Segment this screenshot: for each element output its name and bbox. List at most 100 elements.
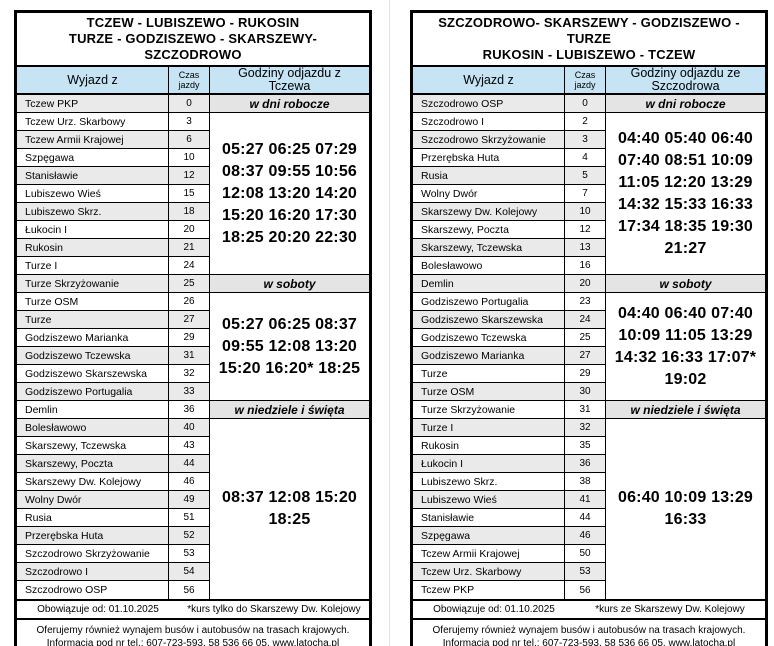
time-line: 04:40 06:40 07:40 <box>617 304 754 322</box>
column-headers: Wyjazd z Czas jazdy Godziny odjazdu ze S… <box>413 67 765 95</box>
stop-row: Turze I 32 <box>413 419 605 437</box>
stop-travel-minutes: 3 <box>186 116 192 127</box>
stop-name: Godziszewo Portugalia <box>413 293 565 310</box>
stop-travel-minutes: 40 <box>183 422 195 433</box>
stop-travel-minutes: 23 <box>579 296 591 307</box>
header-czas-line1: Czas <box>178 70 200 80</box>
stop-travel-minutes: 53 <box>579 566 591 577</box>
stop-travel-minutes: 24 <box>579 314 591 325</box>
stop-name: Bolesławowo <box>413 257 565 274</box>
stop-travel-minutes: 27 <box>579 350 591 361</box>
stop-row: Skarszewy Dw. Kolejowy 10 <box>413 203 605 221</box>
stop-travel-minutes: 13 <box>579 242 591 253</box>
stop-name: Tczew Armii Krajowej <box>17 131 169 148</box>
stop-travel-minutes: 31 <box>183 350 195 361</box>
stop-name: Szpęgawa <box>413 527 565 544</box>
stop-name: Przerębska Huta <box>17 527 169 544</box>
stop-travel-minutes: 20 <box>579 278 591 289</box>
time-line: 19:02 <box>664 370 707 388</box>
stop-travel-minutes: 43 <box>183 440 195 451</box>
time-line: 08:37 09:55 10:56 <box>221 162 358 180</box>
stop-travel-minutes: 53 <box>183 548 195 559</box>
stop-travel-minutes: 0 <box>582 98 588 109</box>
promo-line2: Informacja pod nr tel.: 607-723-593, 58 … <box>442 638 736 646</box>
stop-travel-minutes: 46 <box>579 530 591 541</box>
time-line: 04:40 05:40 06:40 <box>617 129 754 147</box>
stop-travel-minutes: 44 <box>183 458 195 469</box>
time-line: 14:32 16:33 17:07* <box>614 348 757 366</box>
stop-row: Przerębska Huta 4 <box>413 149 605 167</box>
time-line: 11:05 12:20 13:29 <box>618 173 753 191</box>
stop-name: Turze <box>17 311 169 328</box>
time-line: 05:27 06:25 08:37 <box>221 315 358 333</box>
stop-travel-minutes: 26 <box>183 296 195 307</box>
stop-name: Tczew PKP <box>17 95 169 112</box>
stop-travel-minutes: 6 <box>186 134 192 145</box>
stop-row: Godziszewo Marianka 29 <box>17 329 209 347</box>
stop-travel-minutes: 38 <box>579 476 591 487</box>
stop-row: Łukocin I 20 <box>17 221 209 239</box>
stop-name: Turze OSM <box>17 293 169 310</box>
stop-name: Godziszewo Tczewska <box>17 347 169 364</box>
stop-name: Szpęgawa <box>17 149 169 166</box>
stop-row: Demlin 36 <box>17 401 209 419</box>
promo-text: Oferujemy również wynajem busów i autobu… <box>17 618 369 646</box>
stop-row: Skarszewy Dw. Kolejowy 46 <box>17 473 209 491</box>
stop-row: Szczodrowo I 54 <box>17 563 209 581</box>
stop-travel-minutes: 51 <box>183 512 195 523</box>
stop-row: Bolesławowo 40 <box>17 419 209 437</box>
stop-row: Demlin 20 <box>413 275 605 293</box>
stop-travel-minutes: 50 <box>579 548 591 559</box>
stop-row: Tczew Urz. Skarbowy 53 <box>413 563 605 581</box>
stop-travel-minutes: 32 <box>579 422 591 433</box>
stop-travel-minutes: 12 <box>183 170 195 181</box>
stop-row: Szpęgawa 10 <box>17 149 209 167</box>
header-czas-line2: jazdy <box>574 80 596 90</box>
stop-row: Szczodrowo OSP 0 <box>413 95 605 113</box>
stop-row: Rukosin 35 <box>413 437 605 455</box>
stop-travel-minutes: 20 <box>183 224 195 235</box>
page-divider <box>389 0 390 646</box>
stop-name: Skarszewy, Tczewska <box>17 437 169 454</box>
stop-name: Szczodrowo OSP <box>413 95 565 112</box>
stop-name: Tczew Urz. Skarbowy <box>17 113 169 130</box>
stop-name: Demlin <box>413 275 565 292</box>
stop-name: Szczodrowo Skrzyżowanie <box>413 131 565 148</box>
stop-name: Lubiszewo Wieś <box>17 185 169 202</box>
stop-travel-minutes: 10 <box>183 152 195 163</box>
stop-travel-minutes: 35 <box>579 440 591 451</box>
departure-times-block: 04:40 05:40 06:40 07:40 08:51 10:09 11:05 … <box>606 113 765 275</box>
stop-travel-minutes: 16 <box>579 260 591 271</box>
stop-row: Szczodrowo OSP 56 <box>17 581 209 599</box>
stop-row: Wolny Dwór 49 <box>17 491 209 509</box>
time-line: 07:40 08:51 10:09 <box>617 151 754 169</box>
stop-travel-minutes: 0 <box>186 98 192 109</box>
promo-line1: Oferujemy również wynajem busów i autobu… <box>36 625 350 636</box>
stop-name: Stanisławie <box>17 167 169 184</box>
header-czas-jazdy: Czas jazdy <box>565 67 605 93</box>
stop-name: Skarszewy, Poczta <box>413 221 565 238</box>
stop-name: Tczew Armii Krajowej <box>413 545 565 562</box>
stop-travel-minutes: 56 <box>183 584 195 596</box>
stop-name: Turze Skrzyżowanie <box>413 401 565 418</box>
route-title-line1: TCZEW - LUBISZEWO - RUKOSIN <box>86 15 300 30</box>
schedule-column: w dni robocze 05:27 06:25 07:29 08:37 09:5… <box>209 95 369 599</box>
stop-name: Lubiszewo Skrz. <box>17 203 169 220</box>
stop-row: Przerębska Huta 52 <box>17 527 209 545</box>
route-title-line2: TURZE - GODZISZEWO - SKARSZEWY- SZCZODRO… <box>68 31 318 62</box>
promo-line1: Oferujemy również wynajem busów i autobu… <box>432 625 746 636</box>
header-czas-line2: jazdy <box>178 80 200 90</box>
stop-row: Stanisławie 44 <box>413 509 605 527</box>
board-right: SZCZODROWO- SKARSZEWY - GODZISZEWO - TUR… <box>410 10 768 646</box>
stop-name: Lubiszewo Skrz. <box>413 473 565 490</box>
stop-travel-minutes: 33 <box>183 386 195 397</box>
stop-row: Szczodrowo Skrzyżowanie 3 <box>413 131 605 149</box>
stop-name: Skarszewy, Tczewska <box>413 239 565 256</box>
stop-travel-minutes: 15 <box>183 188 195 199</box>
stop-travel-minutes: 2 <box>582 116 588 127</box>
stop-row: Szczodrowo I 2 <box>413 113 605 131</box>
stop-row: Rukosin 21 <box>17 239 209 257</box>
valid-from-text: Obowiązuje od: 01.10.2025 <box>433 604 555 615</box>
stop-name: Bolesławowo <box>17 419 169 436</box>
stop-name: Przerębska Huta <box>413 149 565 166</box>
